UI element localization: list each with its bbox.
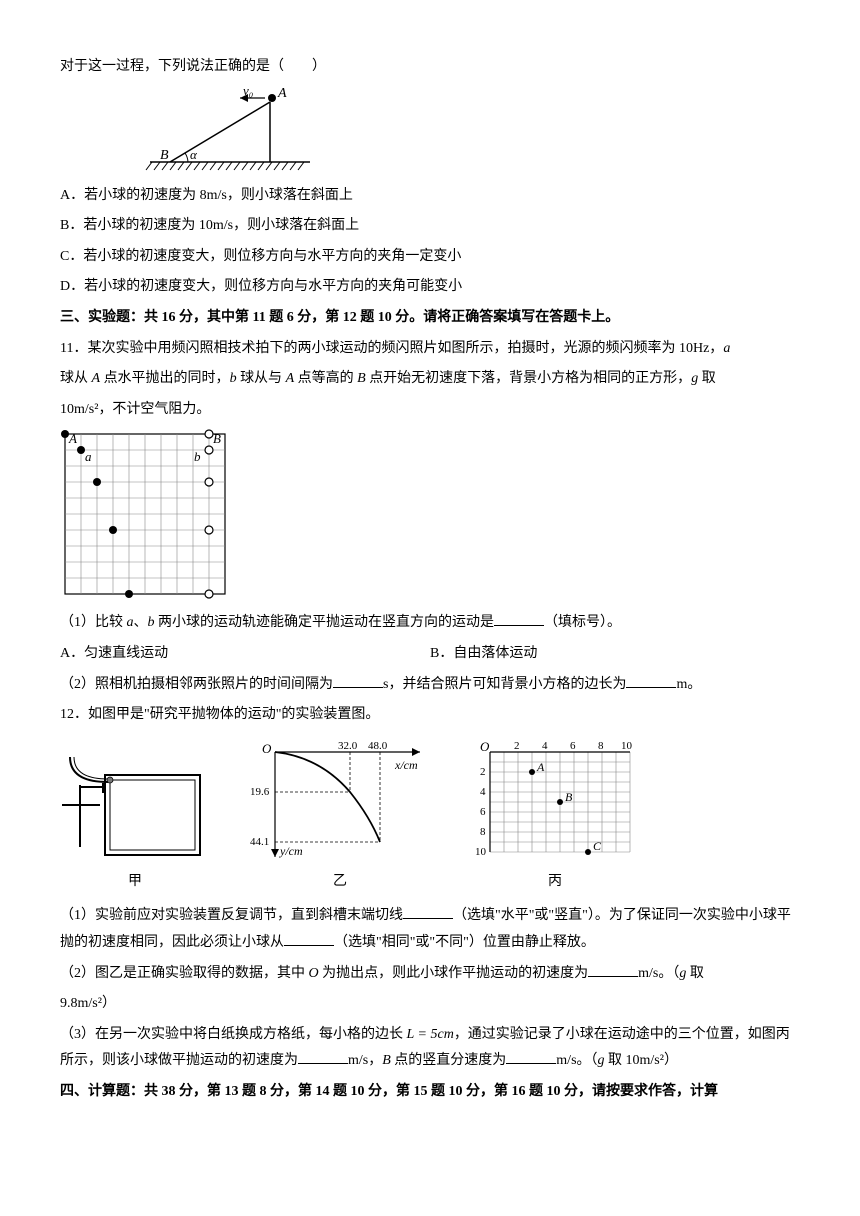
svg-text:8: 8: [480, 826, 486, 838]
svg-text:x/cm: x/cm: [394, 758, 418, 772]
svg-text:O: O: [262, 741, 272, 756]
svg-text:2: 2: [514, 740, 520, 752]
svg-text:48.0: 48.0: [368, 740, 388, 752]
svg-text:B: B: [565, 790, 573, 804]
option-b: B．若小球的初速度为 10m/s，则小球落在斜面上: [60, 213, 800, 240]
q12-p2b: 9.8m/s²）: [60, 991, 800, 1018]
svg-text:b: b: [194, 449, 201, 464]
svg-text:A: A: [277, 87, 287, 101]
svg-text:8: 8: [598, 740, 604, 752]
svg-text:A: A: [68, 431, 77, 446]
svg-text:v₀: v₀: [243, 87, 253, 98]
svg-text:y/cm: y/cm: [279, 844, 303, 858]
option-d: D．若小球的初速度变大，则位移方向与水平方向的夹角可能变小: [60, 274, 800, 301]
svg-text:a: a: [85, 449, 92, 464]
svg-text:10: 10: [475, 846, 487, 858]
q12-p1: （1）实验前应对实验装置反复调节，直到斜槽末端切线（选填"水平"或"竖直"）。为…: [60, 903, 800, 956]
svg-text:A: A: [536, 760, 545, 774]
svg-text:32.0: 32.0: [338, 740, 358, 752]
q11-stem: 11．某次实验中用频闪照相技术拍下的两小球运动的频闪照片如图所示，拍摄时，光源的…: [60, 336, 800, 363]
q11-stem2: 球从 A 点水平抛出的同时，b 球从与 A 点等高的 B 点开始无初速度下落，背…: [60, 366, 800, 393]
section4-heading: 四、计算题：共 38 分，第 13 题 8 分，第 14 题 10 分，第 15…: [60, 1079, 800, 1106]
figure-q12-row: 甲 O x/cm y/cm 32.0 48.0 19.6 44.1 乙: [60, 737, 800, 896]
svg-text:α: α: [190, 147, 198, 162]
svg-text:O: O: [480, 739, 490, 754]
svg-text:C: C: [593, 839, 602, 853]
svg-text:4: 4: [542, 740, 548, 752]
svg-text:44.1: 44.1: [250, 836, 269, 848]
figure-jia: 甲: [60, 747, 210, 896]
svg-text:B: B: [160, 148, 169, 163]
figure-q11-grid: A B a b: [60, 429, 800, 604]
q12-p2: （2）图乙是正确实验取得的数据，其中 O 为抛出点，则此小球作平抛运动的初速度为…: [60, 961, 800, 988]
svg-text:6: 6: [480, 806, 486, 818]
svg-text:4: 4: [480, 786, 486, 798]
q12-stem: 12．如图甲是"研究平抛物体的运动"的实验装置图。: [60, 702, 800, 729]
svg-text:19.6: 19.6: [250, 786, 270, 798]
intro-text: 对于这一过程，下列说法正确的是（ ）: [60, 54, 800, 81]
q12-p3: （3）在另一次实验中将白纸换成方格纸，每小格的边长 L = 5cm，通过实验记录…: [60, 1022, 800, 1075]
section3-heading: 三、实验题：共 16 分，其中第 11 题 6 分，第 12 题 10 分。请将…: [60, 305, 800, 332]
svg-text:B: B: [213, 431, 221, 446]
figure-bing: O 2 4 6 8 10 2 4 6 8 10 A B C 丙: [470, 737, 640, 896]
figure-incline: A B v₀ α: [140, 87, 800, 177]
svg-text:6: 6: [570, 740, 576, 752]
svg-text:10: 10: [621, 740, 633, 752]
q11-stem3: 10m/s²，不计空气阻力。: [60, 397, 800, 424]
option-a: A．若小球的初速度为 8m/s，则小球落在斜面上: [60, 183, 800, 210]
figure-yi: O x/cm y/cm 32.0 48.0 19.6 44.1 乙: [250, 737, 430, 896]
q11-options: A．匀速直线运动 B．自由落体运动: [60, 641, 800, 668]
option-c: C．若小球的初速度变大，则位移方向与水平方向的夹角一定变小: [60, 244, 800, 271]
q11-p1: （1）比较 a、b 两小球的运动轨迹能确定平抛运动在竖直方向的运动是（填标号）。: [60, 610, 800, 637]
svg-text:2: 2: [480, 766, 486, 778]
q11-p2: （2）照相机拍摄相邻两张照片的时间间隔为s，并结合照片可知背景小方格的边长为m。: [60, 672, 800, 699]
